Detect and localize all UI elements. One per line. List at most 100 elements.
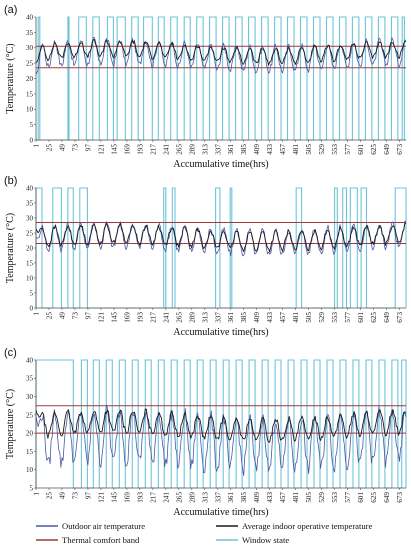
x-tick-label: 625 bbox=[370, 312, 378, 323]
x-tick-label: 625 bbox=[370, 144, 378, 155]
x-tick-label: 121 bbox=[97, 312, 105, 323]
panel-label: (b) bbox=[4, 175, 17, 187]
x-tick-label: 241 bbox=[162, 144, 170, 155]
x-axis-label: Accumulative time(hrs) bbox=[173, 327, 268, 338]
x-tick-label: 217 bbox=[149, 492, 157, 503]
x-tick-label: 553 bbox=[331, 144, 339, 155]
x-tick-label: 1 bbox=[33, 144, 41, 148]
x-tick-label: 289 bbox=[188, 144, 196, 155]
x-tick-label: 505 bbox=[305, 492, 313, 503]
x-tick-label: 121 bbox=[97, 144, 105, 155]
x-tick-label: 1 bbox=[33, 492, 41, 496]
x-tick-label: 577 bbox=[344, 312, 352, 323]
x-tick-label: 289 bbox=[188, 492, 196, 503]
x-tick-label: 97 bbox=[84, 144, 92, 152]
panel-1: (a) 0 5 10 15 20 25 30 35 40 1 25 49 73 97 121 145 169 193… bbox=[4, 4, 407, 170]
x-tick-label: 601 bbox=[357, 492, 365, 503]
x-tick-label: 601 bbox=[357, 312, 365, 323]
x-tick-label: 457 bbox=[279, 144, 287, 155]
y-tick-label: 10 bbox=[26, 466, 34, 474]
x-tick-label: 337 bbox=[214, 312, 222, 323]
x-tick-label: 193 bbox=[136, 144, 144, 155]
x-tick-label: 385 bbox=[240, 492, 248, 503]
y-tick-label: 10 bbox=[26, 106, 34, 114]
x-tick-label: 169 bbox=[123, 144, 131, 155]
x-tick-label: 433 bbox=[266, 312, 274, 323]
x-tick-label: 361 bbox=[227, 144, 235, 155]
x-tick-label: 481 bbox=[292, 492, 300, 503]
x-tick-label: 577 bbox=[344, 492, 352, 503]
series-indoor-line bbox=[35, 39, 407, 66]
x-tick-label: 73 bbox=[71, 492, 79, 500]
x-tick-label: 265 bbox=[175, 144, 183, 155]
x-tick-label: 601 bbox=[357, 144, 365, 155]
x-tick-label: 49 bbox=[58, 312, 66, 320]
x-tick-label: 337 bbox=[214, 144, 222, 155]
y-tick-label: 25 bbox=[26, 411, 34, 419]
y-axis-label: Temperature (°C) bbox=[5, 213, 16, 283]
x-tick-label: 217 bbox=[149, 144, 157, 155]
y-tick-label: 10 bbox=[26, 274, 34, 282]
y-axis-label: Temperature (°C) bbox=[5, 43, 16, 113]
x-tick-label: 169 bbox=[123, 312, 131, 323]
x-tick-label: 385 bbox=[240, 312, 248, 323]
x-tick-label: 433 bbox=[266, 144, 274, 155]
y-tick-label: 5 bbox=[30, 289, 34, 297]
y-tick-label: 30 bbox=[26, 393, 34, 401]
x-tick-label: 73 bbox=[71, 312, 79, 320]
y-tick-label: 15 bbox=[26, 90, 34, 98]
y-tick-label: 20 bbox=[26, 430, 34, 438]
x-tick-label: 649 bbox=[383, 144, 391, 155]
x-tick-label: 553 bbox=[331, 312, 339, 323]
x-tick-label: 313 bbox=[201, 492, 209, 503]
series-indoor-line bbox=[35, 408, 407, 443]
panel-label: (c) bbox=[4, 347, 17, 359]
x-tick-label: 193 bbox=[136, 312, 144, 323]
x-tick-label: 265 bbox=[175, 312, 183, 323]
legend-indoor-label: Average indoor operative temperature bbox=[242, 521, 373, 531]
x-tick-label: 433 bbox=[266, 492, 274, 503]
y-axis-label: Temperature (°C) bbox=[5, 389, 16, 459]
x-tick-label: 577 bbox=[344, 144, 352, 155]
x-tick-label: 49 bbox=[58, 492, 66, 500]
x-tick-label: 49 bbox=[58, 144, 66, 152]
x-tick-label: 241 bbox=[162, 492, 170, 503]
panel-3: (c) 5 10 15 20 25 30 35 40 1 25 49 73 97 121 145 169 193 2… bbox=[4, 347, 407, 518]
y-tick-label: 40 bbox=[26, 184, 34, 192]
legend-outdoor-label: Outdoor air temperature bbox=[62, 521, 145, 531]
x-tick-label: 97 bbox=[84, 312, 92, 320]
y-tick-label: 15 bbox=[26, 448, 34, 456]
window-state-line bbox=[35, 187, 407, 309]
x-tick-label: 25 bbox=[45, 492, 53, 500]
x-tick-label: 673 bbox=[396, 492, 404, 503]
x-tick-label: 265 bbox=[175, 492, 183, 503]
x-axis-label: Accumulative time(hrs) bbox=[173, 159, 268, 170]
x-tick-label: 97 bbox=[84, 492, 92, 500]
x-tick-label: 361 bbox=[227, 312, 235, 323]
y-tick-label: 20 bbox=[26, 244, 34, 252]
x-tick-label: 409 bbox=[253, 312, 261, 323]
x-tick-label: 193 bbox=[136, 492, 144, 503]
y-tick-label: 40 bbox=[26, 356, 34, 364]
y-tick-label: 5 bbox=[30, 484, 34, 492]
y-tick-label: 35 bbox=[26, 29, 34, 37]
x-tick-label: 25 bbox=[45, 144, 53, 152]
y-tick-label: 0 bbox=[30, 136, 34, 144]
x-tick-label: 1 bbox=[33, 312, 41, 316]
y-tick-label: 20 bbox=[26, 75, 34, 83]
x-tick-label: 673 bbox=[396, 312, 404, 323]
legend-comfort-label: Thermal comfort band bbox=[62, 535, 140, 545]
panel-label: (a) bbox=[4, 4, 17, 16]
x-tick-label: 409 bbox=[253, 144, 261, 155]
x-tick-label: 289 bbox=[188, 312, 196, 323]
x-tick-label: 169 bbox=[123, 492, 131, 503]
y-tick-label: 5 bbox=[30, 121, 34, 129]
y-tick-label: 30 bbox=[26, 44, 34, 52]
series-indoor-line bbox=[35, 222, 407, 253]
x-tick-label: 529 bbox=[318, 144, 326, 155]
x-axis-label: Accumulative time(hrs) bbox=[173, 507, 268, 518]
panel-2: (b) 0 5 10 15 20 25 30 35 40 1 25 49 73 97 121 145 169 193… bbox=[4, 175, 407, 338]
window-state-line bbox=[35, 359, 407, 489]
x-tick-label: 337 bbox=[214, 492, 222, 503]
